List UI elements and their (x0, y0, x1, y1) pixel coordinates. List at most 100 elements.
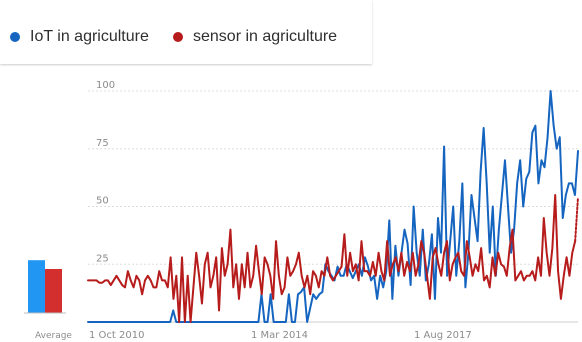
sensor-data-point (327, 257, 328, 258)
sensor-data-point (136, 275, 137, 276)
sensor-data-point (472, 275, 473, 276)
sensor-data-point (358, 280, 359, 281)
iot-data-point (416, 252, 417, 253)
sensor-data-point (330, 275, 331, 276)
iot-data-point (109, 321, 110, 322)
sensor-data-point (230, 229, 231, 230)
legend-label: IoT in agriculture (30, 28, 149, 45)
sensor-data-point (116, 275, 117, 276)
series-line-sensor (87, 193, 577, 323)
sensor-data-point (509, 247, 510, 248)
iot-data-point (526, 178, 527, 179)
sensor-data-point (107, 280, 108, 281)
sensor-data-point (298, 252, 299, 253)
iot-data-point (322, 291, 323, 292)
sensor-data-point (557, 271, 558, 272)
sensor-data-point (184, 321, 185, 322)
sensor-data-point (244, 287, 245, 288)
iot-data-point (437, 217, 438, 218)
sensor-data-point (293, 271, 294, 272)
sensor-data-point (210, 287, 211, 288)
iot-data-point (167, 321, 168, 322)
sensor-data-point (483, 280, 484, 281)
iot-data-point (553, 125, 554, 126)
iot-data-point (337, 266, 338, 267)
sensor-data-point (546, 252, 547, 253)
sensor-data-point (122, 284, 123, 285)
sensor-data-point (492, 257, 493, 258)
sensor-data-point (523, 280, 524, 281)
sensor-data-point (179, 321, 180, 322)
sensor-data-point (93, 280, 94, 281)
sensor-data-point (324, 275, 325, 276)
iot-data-point (340, 275, 341, 276)
iot-data-point (148, 321, 149, 322)
iot-data-point (407, 243, 408, 244)
sensor-data-point (424, 252, 425, 253)
sensor-data-point (261, 294, 262, 295)
legend-item-iot[interactable]: IoT in agriculture (10, 28, 149, 46)
sensor-data-point (335, 275, 336, 276)
iot-data-point (541, 160, 542, 161)
sensor-data-point (449, 280, 450, 281)
sensor-data-point (181, 257, 182, 258)
iot-data-point (419, 275, 420, 276)
sensor-data-point (218, 310, 219, 311)
sensor-data-point (119, 280, 120, 281)
iot-data-point (100, 321, 101, 322)
iot-data-point (90, 321, 91, 322)
sensor-data-point (406, 261, 407, 262)
sensor-data-point (361, 241, 362, 242)
sensor-data-point (170, 257, 171, 258)
sensor-data-point (278, 275, 279, 276)
iot-data-point (443, 146, 444, 147)
sensor-data-point (275, 241, 276, 242)
iot-data-point (483, 127, 484, 128)
sensor-data-point (372, 261, 373, 262)
iot-data-point (450, 241, 451, 242)
sensor-data-point (193, 287, 194, 288)
iot-data-point (480, 171, 481, 172)
y-tick-label: 75 (96, 138, 109, 149)
sensor-data-point (238, 298, 239, 299)
sensor-data-point (452, 264, 453, 265)
sensor-data-point (466, 241, 467, 242)
iot-data-point (133, 321, 134, 322)
iot-data-point (565, 194, 566, 195)
sensor-data-point (560, 298, 561, 299)
iot-data-point (434, 298, 435, 299)
iot-data-point (154, 321, 155, 322)
sensor-data-point (99, 282, 100, 283)
sensor-data-point (161, 280, 162, 281)
sensor-data-point (375, 275, 376, 276)
sensor-data-point (404, 275, 405, 276)
sensor-data-point (321, 271, 322, 272)
y-tick-label: 100 (96, 80, 115, 91)
iot-data-point (218, 321, 219, 322)
iot-data-point (535, 125, 536, 126)
sensor-data-point (315, 275, 316, 276)
iot-data-point (310, 308, 311, 309)
iot-data-point (489, 252, 490, 253)
iot-data-point (197, 321, 198, 322)
iot-data-point (127, 321, 128, 322)
iot-data-point (410, 284, 411, 285)
sensor-data-point (412, 252, 413, 253)
iot-data-point (453, 206, 454, 207)
sensor-data-point (341, 266, 342, 267)
sensor-data-point (127, 271, 128, 272)
sensor-data-point (367, 271, 368, 272)
iot-data-point (291, 321, 292, 322)
iot-data-point (373, 275, 374, 276)
iot-data-point (447, 275, 448, 276)
sensor-data-point (156, 287, 157, 288)
sensor-data-point (236, 264, 237, 265)
iot-data-point (103, 321, 104, 322)
iot-data-point (510, 252, 511, 253)
iot-data-point (380, 275, 381, 276)
sensor-data-point (90, 280, 91, 281)
legend-item-sensor[interactable]: sensor in agriculture (173, 28, 337, 46)
sensor-data-point (176, 275, 177, 276)
iot-data-point (93, 321, 94, 322)
sensor-data-point (540, 275, 541, 276)
